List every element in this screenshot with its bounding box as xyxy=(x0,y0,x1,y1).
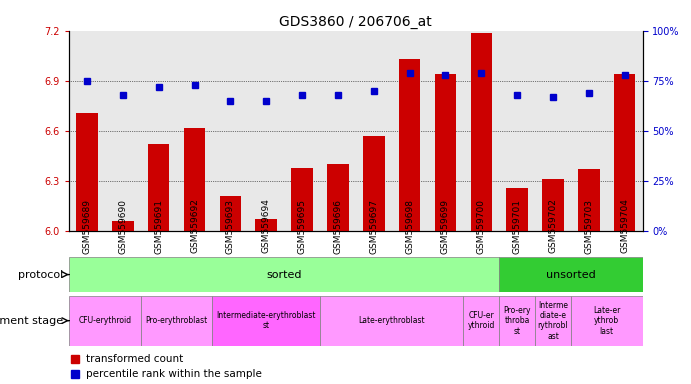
Text: GSM559690: GSM559690 xyxy=(118,199,127,253)
Text: protocol: protocol xyxy=(18,270,64,280)
Text: development stage: development stage xyxy=(0,316,64,326)
FancyBboxPatch shape xyxy=(535,296,571,346)
Bar xyxy=(507,187,528,231)
Text: Late-erythroblast: Late-erythroblast xyxy=(359,316,425,325)
Bar xyxy=(542,179,564,231)
Bar xyxy=(76,113,98,231)
FancyBboxPatch shape xyxy=(69,296,141,346)
Text: Pro-ery
throba
st: Pro-ery throba st xyxy=(504,306,531,336)
Text: GSM559693: GSM559693 xyxy=(226,199,235,253)
FancyBboxPatch shape xyxy=(571,296,643,346)
Bar xyxy=(578,169,600,231)
Text: GSM559700: GSM559700 xyxy=(477,199,486,253)
Text: CFU-erythroid: CFU-erythroid xyxy=(78,316,131,325)
FancyBboxPatch shape xyxy=(213,296,320,346)
Text: unsorted: unsorted xyxy=(546,270,596,280)
Text: CFU-er
ythroid: CFU-er ythroid xyxy=(468,311,495,330)
FancyBboxPatch shape xyxy=(464,296,499,346)
FancyBboxPatch shape xyxy=(499,257,643,292)
Bar xyxy=(220,196,241,231)
Text: percentile rank within the sample: percentile rank within the sample xyxy=(86,369,262,379)
Text: GSM559695: GSM559695 xyxy=(298,199,307,253)
Text: Interme
diate-e
rythrobl
ast: Interme diate-e rythrobl ast xyxy=(538,301,568,341)
Text: GSM559692: GSM559692 xyxy=(190,199,199,253)
Bar xyxy=(148,144,169,231)
Bar xyxy=(327,164,349,231)
Text: GSM559697: GSM559697 xyxy=(369,199,378,253)
Text: GSM559694: GSM559694 xyxy=(262,199,271,253)
FancyBboxPatch shape xyxy=(499,296,535,346)
Text: GSM559691: GSM559691 xyxy=(154,199,163,253)
Text: Pro-erythroblast: Pro-erythroblast xyxy=(146,316,208,325)
Bar xyxy=(112,221,133,231)
Bar xyxy=(363,136,384,231)
Text: GSM559698: GSM559698 xyxy=(405,199,414,253)
Text: GSM559703: GSM559703 xyxy=(585,199,594,253)
Bar xyxy=(614,74,636,231)
Bar xyxy=(471,33,492,231)
Bar xyxy=(399,60,420,231)
FancyBboxPatch shape xyxy=(141,296,213,346)
Text: GSM559704: GSM559704 xyxy=(621,199,630,253)
Text: sorted: sorted xyxy=(267,270,302,280)
FancyBboxPatch shape xyxy=(320,296,464,346)
Bar xyxy=(256,219,277,231)
FancyBboxPatch shape xyxy=(69,257,499,292)
Bar xyxy=(184,127,205,231)
Text: GSM559699: GSM559699 xyxy=(441,199,450,253)
Text: GSM559702: GSM559702 xyxy=(549,199,558,253)
Bar xyxy=(292,167,313,231)
Text: Intermediate-erythroblast
st: Intermediate-erythroblast st xyxy=(216,311,316,330)
Text: GSM559689: GSM559689 xyxy=(82,199,91,253)
Title: GDS3860 / 206706_at: GDS3860 / 206706_at xyxy=(279,15,433,29)
Text: GSM559701: GSM559701 xyxy=(513,199,522,253)
Text: transformed count: transformed count xyxy=(86,354,184,364)
Bar xyxy=(435,74,456,231)
Text: Late-er
ythrob
last: Late-er ythrob last xyxy=(593,306,621,336)
Text: GSM559696: GSM559696 xyxy=(334,199,343,253)
